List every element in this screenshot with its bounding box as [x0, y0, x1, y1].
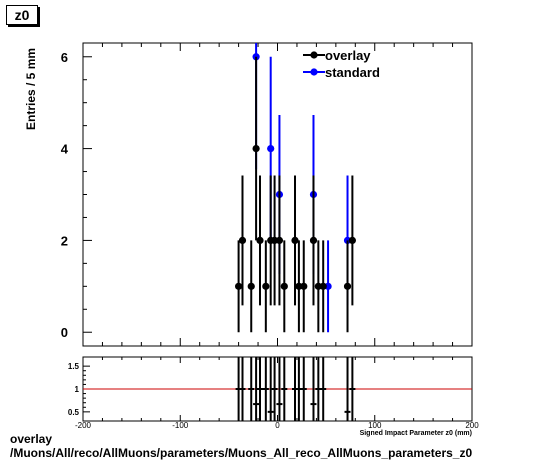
legend-marker [310, 68, 318, 76]
ratio-plot-marks [83, 357, 472, 421]
ratio-y-tick-label: 1 [75, 385, 80, 394]
data-point [348, 236, 356, 245]
data-point [267, 144, 275, 153]
data-point [238, 236, 247, 245]
data-point [262, 282, 270, 290]
legend-marker [310, 51, 318, 59]
data-point [291, 236, 299, 245]
legend-label: standard [325, 65, 380, 80]
x-tick-label: 0 [275, 421, 280, 430]
y-tick-label: 6 [61, 50, 68, 65]
data-point [235, 282, 243, 290]
data-point [256, 236, 264, 245]
main-plot-marks [235, 43, 356, 333]
footer-path: /Muons/All/reco/AllMuons/parameters/Muon… [10, 446, 473, 460]
data-point [252, 144, 260, 153]
y-tick-label: 0 [61, 325, 68, 340]
histogram-title: z0 [6, 5, 38, 25]
data-point [280, 282, 288, 290]
ratio-y-tick-label: 1.5 [68, 362, 80, 371]
x-tick-label: -200 [75, 421, 92, 430]
x-tick-label: 200 [465, 421, 479, 430]
x-tick-label: -100 [172, 421, 189, 430]
footer-title: overlay [10, 432, 53, 446]
x-axis-label: Signed Impact Parameter z0 (mm) [360, 430, 472, 437]
legend-label: overlay [325, 48, 371, 63]
y-tick-label: 4 [61, 142, 69, 157]
data-point [247, 282, 255, 290]
data-point [300, 282, 308, 290]
main-axis-ticks: 0 2 4 6 [61, 43, 473, 346]
data-point [319, 282, 327, 290]
y-tick-label: 2 [61, 233, 68, 248]
data-point [275, 236, 284, 245]
ratio-y-tick-label: 0.5 [68, 408, 80, 417]
data-point [309, 236, 318, 245]
x-tick-label: 100 [368, 421, 382, 430]
data-point [343, 282, 352, 290]
legend: overlay standard [303, 48, 380, 80]
